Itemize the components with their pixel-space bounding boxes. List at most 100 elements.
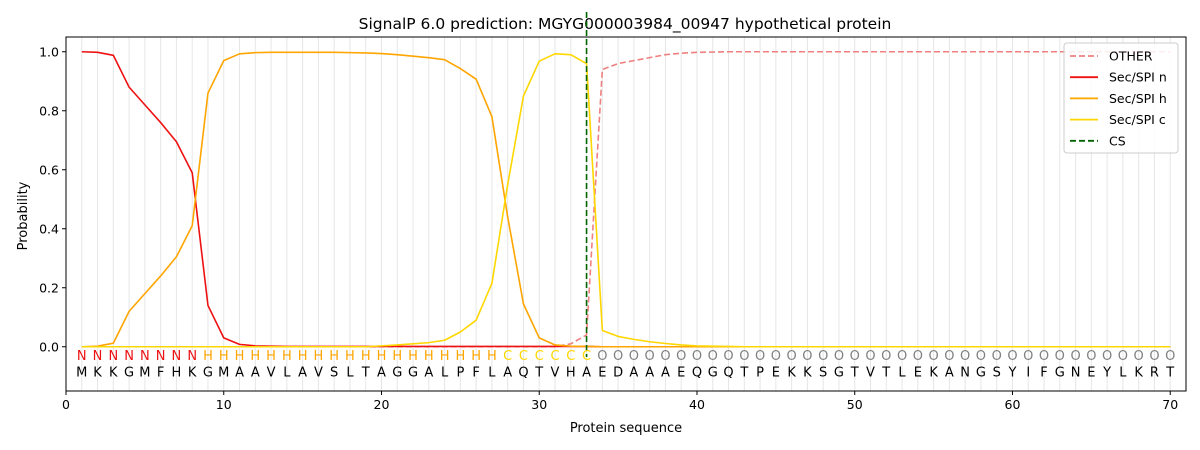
residue-letter: N (960, 365, 970, 380)
region-label: O (865, 349, 875, 364)
residue-letter: Q (723, 365, 733, 380)
region-label: H (219, 349, 229, 364)
region-label: C (550, 349, 559, 364)
region-label: N (172, 349, 182, 364)
residue-letter: A (298, 365, 307, 380)
series-line-sec-spi-c (81, 53, 1171, 348)
region-label: O (818, 349, 828, 364)
legend-label: OTHER (1109, 49, 1153, 64)
region-label: C (535, 349, 544, 364)
y-tick-label: 0.8 (39, 103, 59, 118)
residue-letter: T (1165, 365, 1174, 380)
legend-label: Sec/SPI n (1109, 70, 1167, 85)
residue-letter: R (1150, 365, 1159, 380)
region-label: O (1055, 349, 1065, 364)
residue-labels: NMNKNKNGNMNFNHNKHGHMHAHAHVHLHAHVHSHLHTHA… (76, 349, 1175, 380)
region-label: O (613, 349, 623, 364)
residue-letter: E (1087, 365, 1095, 380)
region-label: C (582, 349, 591, 364)
region-label: N (93, 349, 103, 364)
legend-label: Sec/SPI h (1109, 91, 1167, 106)
residue-letter: E (677, 365, 685, 380)
region-label: O (1007, 349, 1017, 364)
residue-letter: Q (692, 365, 702, 380)
residue-letter: K (93, 365, 102, 380)
residue-letter: S (330, 365, 338, 380)
region-label: O (1149, 349, 1159, 364)
residue-letter: L (1119, 365, 1127, 380)
region-label: H (471, 349, 481, 364)
residue-letter: L (488, 365, 496, 380)
region-label: O (771, 349, 781, 364)
legend-box (1063, 42, 1179, 154)
region-label: H (298, 349, 308, 364)
residue-letter: V (866, 365, 875, 380)
residue-letter: F (472, 365, 479, 380)
legend: OTHER Sec/SPI n Sec/SPI h Sec/SPI c CS (1063, 42, 1179, 154)
region-label: O (802, 349, 812, 364)
residue-letter: Q (518, 365, 528, 380)
series-line-other (81, 50, 1171, 348)
residue-letter: M (218, 365, 229, 380)
region-label: H (329, 349, 339, 364)
residue-letter: S (993, 365, 1001, 380)
residue-letter: H (566, 365, 576, 380)
residue-letter: M (139, 365, 150, 380)
region-label: O (597, 349, 607, 364)
residue-letter: Y (1102, 365, 1111, 380)
residue-letter: T (361, 365, 370, 380)
residue-letter: A (645, 365, 654, 380)
region-label: O (1134, 349, 1144, 364)
region-label: H (314, 349, 324, 364)
residue-letter: K (929, 365, 938, 380)
legend-label: CS (1109, 133, 1126, 148)
residue-letter: G (203, 365, 213, 380)
residue-letter: N (1071, 365, 1081, 380)
residue-letter: T (881, 365, 890, 380)
residue-letter: A (945, 365, 954, 380)
residue-letter: A (503, 365, 512, 380)
region-label: O (1070, 349, 1080, 364)
region-label: O (992, 349, 1002, 364)
residue-letter: K (1134, 365, 1143, 380)
residue-letter: E (772, 365, 780, 380)
residue-letter: G (976, 365, 986, 380)
region-label: O (850, 349, 860, 364)
region-label: C (566, 349, 575, 364)
y-tick-label: 1.0 (39, 44, 59, 59)
region-label: O (660, 349, 670, 364)
region-label: O (881, 349, 891, 364)
region-label: O (834, 349, 844, 364)
residue-letter: P (756, 365, 764, 380)
region-label: H (282, 349, 292, 364)
residue-letter: S (819, 365, 827, 380)
region-label: N (124, 349, 134, 364)
region-label: H (455, 349, 465, 364)
residue-letter: G (834, 365, 844, 380)
residue-letter: A (251, 365, 260, 380)
residue-letter: A (661, 365, 670, 380)
residue-letter: L (441, 365, 449, 380)
region-label: O (787, 349, 797, 364)
residue-letter: H (172, 365, 182, 380)
region-label: O (1165, 349, 1175, 364)
region-label: O (645, 349, 655, 364)
y-tick-label: 0.2 (39, 280, 59, 295)
x-tick-label: 10 (216, 397, 232, 412)
grid-lines (81, 37, 1171, 391)
residue-letter: L (283, 365, 291, 380)
series-line-sec-spi-h (81, 51, 1171, 348)
region-label: H (203, 349, 213, 364)
region-label: H (235, 349, 245, 364)
residue-letter: M (76, 365, 87, 380)
residue-letter: K (109, 365, 118, 380)
region-label: O (739, 349, 749, 364)
region-label: O (1118, 349, 1128, 364)
region-label: N (156, 349, 166, 364)
residue-letter: L (898, 365, 906, 380)
residue-letter: G (708, 365, 718, 380)
residue-letter: K (787, 365, 796, 380)
residue-letter: G (124, 365, 134, 380)
residue-letter: P (456, 365, 464, 380)
